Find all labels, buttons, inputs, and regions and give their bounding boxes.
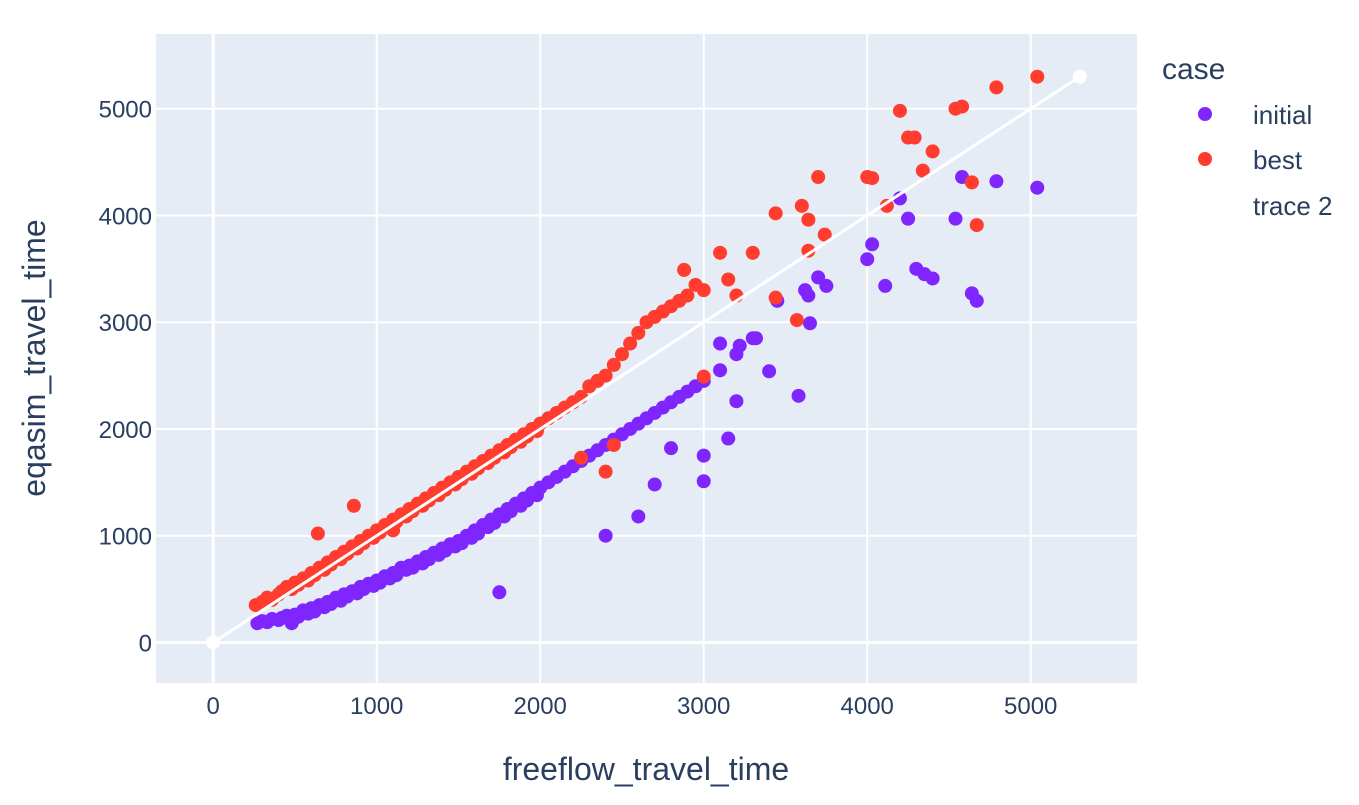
data-point-initial (803, 316, 817, 331)
data-point-initial (1030, 180, 1045, 195)
legend-marker-initial (1198, 107, 1212, 121)
data-point-best (915, 163, 930, 178)
data-point-initial (948, 211, 963, 226)
data-point-best (768, 206, 783, 221)
data-point-best (631, 325, 646, 340)
legend-label-best: best (1253, 145, 1303, 175)
data-point-best (817, 227, 832, 242)
y-tick-label: 0 (139, 630, 152, 657)
data-point-best (865, 171, 880, 186)
trace-2-point (206, 635, 221, 650)
data-point-initial (713, 363, 728, 378)
data-point-best (1030, 69, 1045, 84)
data-point-initial (729, 394, 744, 409)
data-point-best (614, 347, 629, 362)
data-point-initial (762, 364, 777, 379)
x-tick-labels: 0 1000 2000 3000 4000 5000 (207, 693, 1058, 720)
data-point-best (745, 245, 760, 260)
data-point-best (606, 437, 621, 452)
data-point-initial (664, 441, 679, 456)
data-point-initial (819, 278, 834, 293)
data-point-best (721, 272, 736, 287)
data-point-best (606, 357, 621, 372)
x-tick-label: 4000 (841, 693, 894, 720)
data-point-best (964, 175, 979, 190)
y-tick-label: 2000 (99, 417, 152, 444)
data-point-best (677, 262, 692, 277)
x-tick-label: 5000 (1004, 693, 1057, 720)
data-point-best (801, 243, 816, 258)
legend[interactable]: case initial best trace 2 (1162, 53, 1333, 221)
data-point-initial (749, 331, 764, 346)
data-point-best (794, 198, 809, 213)
data-point-initial (801, 288, 816, 303)
data-point-initial (860, 252, 875, 267)
data-point-best (789, 313, 804, 328)
data-point-best (680, 288, 695, 303)
data-point-initial (989, 174, 1004, 189)
data-point-best (925, 144, 940, 159)
x-axis-title: freeflow_travel_time (503, 751, 789, 787)
data-point-best (955, 99, 970, 114)
legend-item-trace-2[interactable]: trace 2 (1185, 191, 1333, 221)
data-point-best (598, 464, 613, 479)
data-point-best (696, 369, 711, 384)
y-tick-label: 3000 (99, 310, 152, 337)
data-point-initial (901, 211, 916, 226)
data-point-initial (925, 271, 940, 286)
trace-2-point (1072, 69, 1087, 84)
legend-label-trace-2: trace 2 (1253, 191, 1333, 221)
data-point-best (310, 526, 325, 541)
y-tick-label: 5000 (99, 97, 152, 124)
data-point-initial (969, 293, 984, 308)
x-tick-label: 2000 (514, 693, 567, 720)
series-trace-2 (206, 69, 1087, 650)
data-point-best (598, 368, 613, 383)
legend-item-best[interactable]: best (1198, 145, 1303, 175)
data-point-best (989, 80, 1004, 95)
data-point-initial (647, 477, 662, 492)
data-point-initial (492, 585, 507, 600)
y-tick-label: 1000 (99, 524, 152, 551)
data-point-best (713, 245, 728, 260)
data-point-best (801, 212, 816, 227)
data-point-initial (696, 474, 711, 489)
y-tick-labels: 0 1000 2000 3000 4000 5000 (99, 97, 152, 658)
legend-item-initial[interactable]: initial (1198, 100, 1312, 130)
data-point-initial (721, 431, 736, 446)
data-point-best (907, 130, 922, 145)
data-point-initial (791, 388, 806, 403)
data-point-best (574, 450, 589, 465)
data-point-best (811, 170, 826, 185)
data-point-initial (732, 338, 747, 353)
legend-title: case (1162, 53, 1225, 86)
series-initial (250, 170, 1045, 631)
data-point-initial (696, 448, 711, 463)
data-point-best (768, 290, 783, 305)
data-point-initial (631, 509, 646, 524)
data-point-initial (598, 528, 613, 543)
x-tick-label: 3000 (677, 693, 730, 720)
legend-marker-best (1198, 152, 1212, 166)
data-point-best (696, 283, 711, 298)
data-point-best (969, 218, 984, 233)
data-point-initial (713, 336, 728, 351)
y-axis-title: eqasim_travel_time (16, 219, 52, 496)
data-point-best (623, 336, 638, 351)
x-tick-label: 1000 (350, 693, 403, 720)
y-tick-label: 4000 (99, 203, 152, 230)
data-point-initial (865, 237, 880, 252)
x-tick-label: 0 (207, 693, 220, 720)
data-point-best (346, 498, 361, 513)
data-point-initial (878, 278, 893, 293)
trace-2-line (212, 75, 1081, 644)
data-point-best (892, 103, 907, 118)
legend-label-initial: initial (1253, 100, 1312, 130)
data-point-best (879, 198, 894, 213)
